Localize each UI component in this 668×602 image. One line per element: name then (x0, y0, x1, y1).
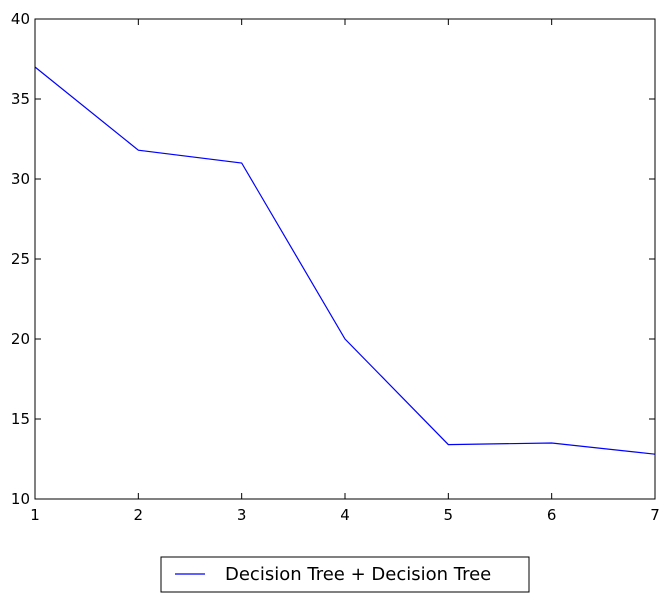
x-tick-label: 7 (650, 506, 660, 524)
series-line-0 (34, 66, 656, 455)
x-tick-label: 5 (444, 506, 454, 524)
legend-box (160, 556, 530, 593)
y-tick-label: 20 (11, 330, 30, 348)
x-tick-label: 1 (30, 506, 40, 524)
y-tick-label: 30 (11, 170, 30, 188)
y-tick-label: 10 (11, 490, 30, 508)
x-tick-label: 6 (547, 506, 557, 524)
y-tick-label: 25 (11, 250, 30, 268)
y-tick-label: 40 (11, 10, 30, 28)
plot-layer (34, 66, 656, 455)
y-tick-label: 15 (11, 410, 30, 428)
legend-label: Decision Tree + Decision Tree (225, 564, 491, 585)
x-tick-label: 3 (237, 506, 247, 524)
legend: Decision Tree + Decision Tree (160, 556, 530, 593)
x-tick-label: 4 (340, 506, 350, 524)
axis-layer: 1 2 3 4 5 6 7 10 15 20 25 30 35 40 (11, 10, 660, 524)
y-tick-label: 35 (11, 90, 30, 108)
x-tick-label: 2 (134, 506, 144, 524)
